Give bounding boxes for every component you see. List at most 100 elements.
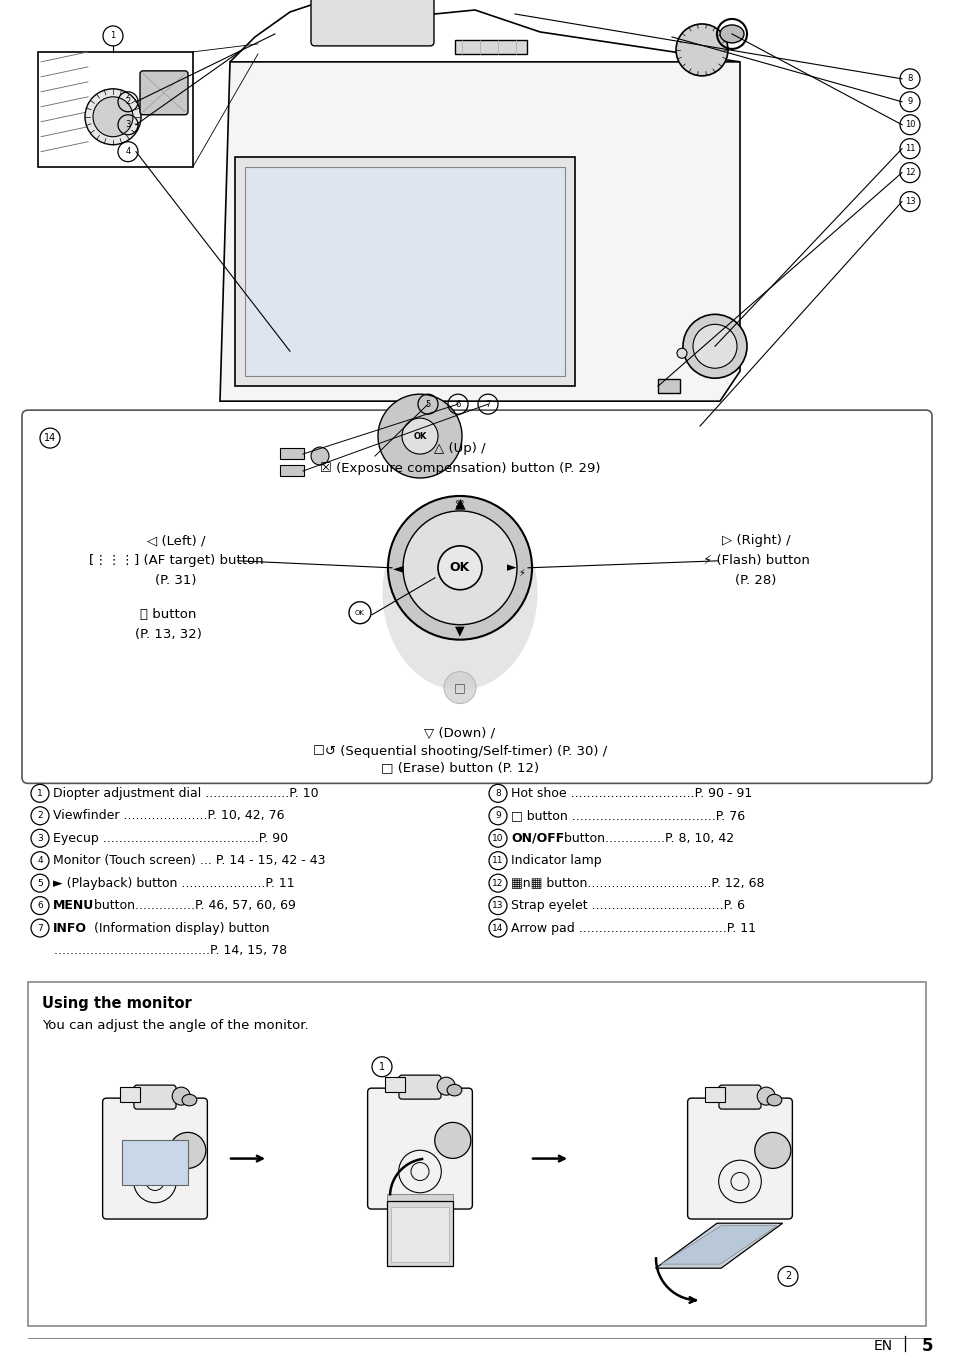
Bar	[280, 448, 304, 459]
FancyBboxPatch shape	[311, 0, 434, 46]
Ellipse shape	[720, 24, 743, 43]
Text: MENU: MENU	[53, 900, 94, 912]
Text: ☒ (Exposure compensation) button (P. 29): ☒ (Exposure compensation) button (P. 29)	[319, 461, 599, 475]
Text: button...............P. 8, 10, 42: button...............P. 8, 10, 42	[559, 832, 734, 845]
Text: 2: 2	[784, 1272, 790, 1281]
Text: 11: 11	[492, 856, 503, 866]
Text: Arrow pad .....................................P. 11: Arrow pad ..............................…	[511, 921, 755, 935]
Circle shape	[311, 446, 329, 465]
FancyBboxPatch shape	[140, 71, 188, 115]
Bar	[455, 39, 526, 54]
Circle shape	[388, 495, 532, 639]
Circle shape	[682, 315, 746, 379]
Circle shape	[754, 1132, 790, 1168]
Text: △ (Up) /: △ (Up) /	[434, 441, 485, 455]
Text: 8: 8	[495, 788, 500, 798]
Circle shape	[170, 1132, 206, 1168]
Bar	[245, 167, 564, 376]
Text: □ (Erase) button (P. 12): □ (Erase) button (P. 12)	[380, 761, 538, 773]
Text: button...............P. 46, 57, 60, 69: button...............P. 46, 57, 60, 69	[90, 900, 295, 912]
Text: ▦n▦ button...............................P. 12, 68: ▦n▦ button..............................…	[511, 877, 763, 890]
FancyBboxPatch shape	[367, 1088, 472, 1209]
Text: 1: 1	[111, 31, 115, 41]
Circle shape	[443, 672, 476, 703]
FancyBboxPatch shape	[384, 1077, 404, 1092]
Circle shape	[437, 546, 481, 590]
FancyBboxPatch shape	[719, 1086, 760, 1109]
Bar	[28, 982, 925, 1326]
Bar	[38, 52, 193, 167]
Text: ⒪ button: ⒪ button	[140, 608, 196, 622]
Text: 6: 6	[455, 400, 460, 408]
Ellipse shape	[766, 1094, 781, 1106]
Text: 14: 14	[44, 433, 56, 444]
Bar	[234, 156, 575, 387]
Circle shape	[677, 349, 686, 358]
Text: 8: 8	[906, 75, 912, 83]
Text: 7: 7	[37, 924, 43, 932]
Text: 14: 14	[492, 924, 503, 932]
Text: ◁ (Left) /: ◁ (Left) /	[147, 535, 205, 547]
Text: 10: 10	[903, 121, 914, 129]
Text: ►: ►	[507, 562, 517, 574]
Circle shape	[172, 1087, 190, 1105]
Text: ▲: ▲	[455, 495, 465, 510]
Text: 12: 12	[903, 168, 914, 178]
Bar	[658, 379, 679, 394]
Circle shape	[676, 24, 727, 76]
Text: ▽ (Down) /: ▽ (Down) /	[424, 727, 495, 740]
Text: ON/OFF: ON/OFF	[511, 832, 563, 845]
Text: (Information display) button: (Information display) button	[90, 921, 269, 935]
Text: 13: 13	[492, 901, 503, 911]
Circle shape	[401, 418, 437, 455]
Text: 3: 3	[37, 833, 43, 843]
Text: ▷ (Right) /: ▷ (Right) /	[720, 535, 789, 547]
Text: 7: 7	[485, 400, 490, 408]
Text: Hot shoe ...............................P. 90 - 91: Hot shoe ...............................…	[511, 787, 752, 799]
Text: 13: 13	[903, 197, 914, 206]
Text: OK: OK	[450, 562, 470, 574]
Text: 3: 3	[125, 121, 131, 129]
Text: Eyecup .......................................P. 90: Eyecup .................................…	[53, 832, 288, 845]
Text: 1: 1	[378, 1061, 385, 1072]
Text: Strap eyelet .................................P. 6: Strap eyelet ...........................…	[511, 900, 744, 912]
Circle shape	[92, 96, 132, 137]
Polygon shape	[655, 1223, 781, 1269]
Text: You can adjust the angle of the monitor.: You can adjust the angle of the monitor.	[42, 1019, 309, 1033]
Circle shape	[435, 1122, 471, 1159]
Text: 9: 9	[495, 811, 500, 820]
Circle shape	[402, 512, 517, 624]
Text: 6: 6	[37, 901, 43, 911]
Text: .......................................P. 14, 15, 78: .......................................P…	[54, 944, 287, 957]
Text: ▼: ▼	[455, 624, 464, 638]
Text: 4: 4	[125, 147, 131, 156]
Text: Using the monitor: Using the monitor	[42, 996, 192, 1011]
Polygon shape	[660, 1225, 776, 1265]
Text: 2: 2	[37, 811, 43, 820]
Circle shape	[85, 88, 141, 145]
Ellipse shape	[382, 495, 537, 691]
Text: □ button ....................................P. 76: □ button ...............................…	[511, 809, 744, 822]
Text: EN: EN	[873, 1339, 892, 1353]
Text: 12: 12	[492, 878, 503, 887]
Text: ◄: ◄	[393, 560, 403, 575]
Text: 1: 1	[37, 788, 43, 798]
Text: 11: 11	[903, 144, 914, 153]
FancyBboxPatch shape	[398, 1075, 440, 1099]
Text: (P. 13, 32): (P. 13, 32)	[134, 628, 201, 641]
Ellipse shape	[182, 1094, 196, 1106]
Text: (P. 28): (P. 28)	[735, 574, 776, 588]
Text: 10: 10	[492, 833, 503, 843]
Text: 5: 5	[37, 878, 43, 887]
Text: ☐↺ (Sequential shooting/Self-timer) (P. 30) /: ☐↺ (Sequential shooting/Self-timer) (P. …	[313, 745, 606, 759]
Text: 5: 5	[922, 1337, 933, 1356]
Bar	[280, 465, 304, 476]
Bar	[122, 1140, 188, 1185]
Bar	[391, 1206, 448, 1262]
FancyBboxPatch shape	[103, 1098, 207, 1219]
Text: ⚡: ⚡	[518, 567, 525, 578]
FancyBboxPatch shape	[687, 1098, 792, 1219]
Text: [⋮⋮⋮] (AF target) button: [⋮⋮⋮] (AF target) button	[89, 554, 263, 567]
Bar	[387, 1194, 453, 1201]
FancyBboxPatch shape	[119, 1087, 139, 1102]
